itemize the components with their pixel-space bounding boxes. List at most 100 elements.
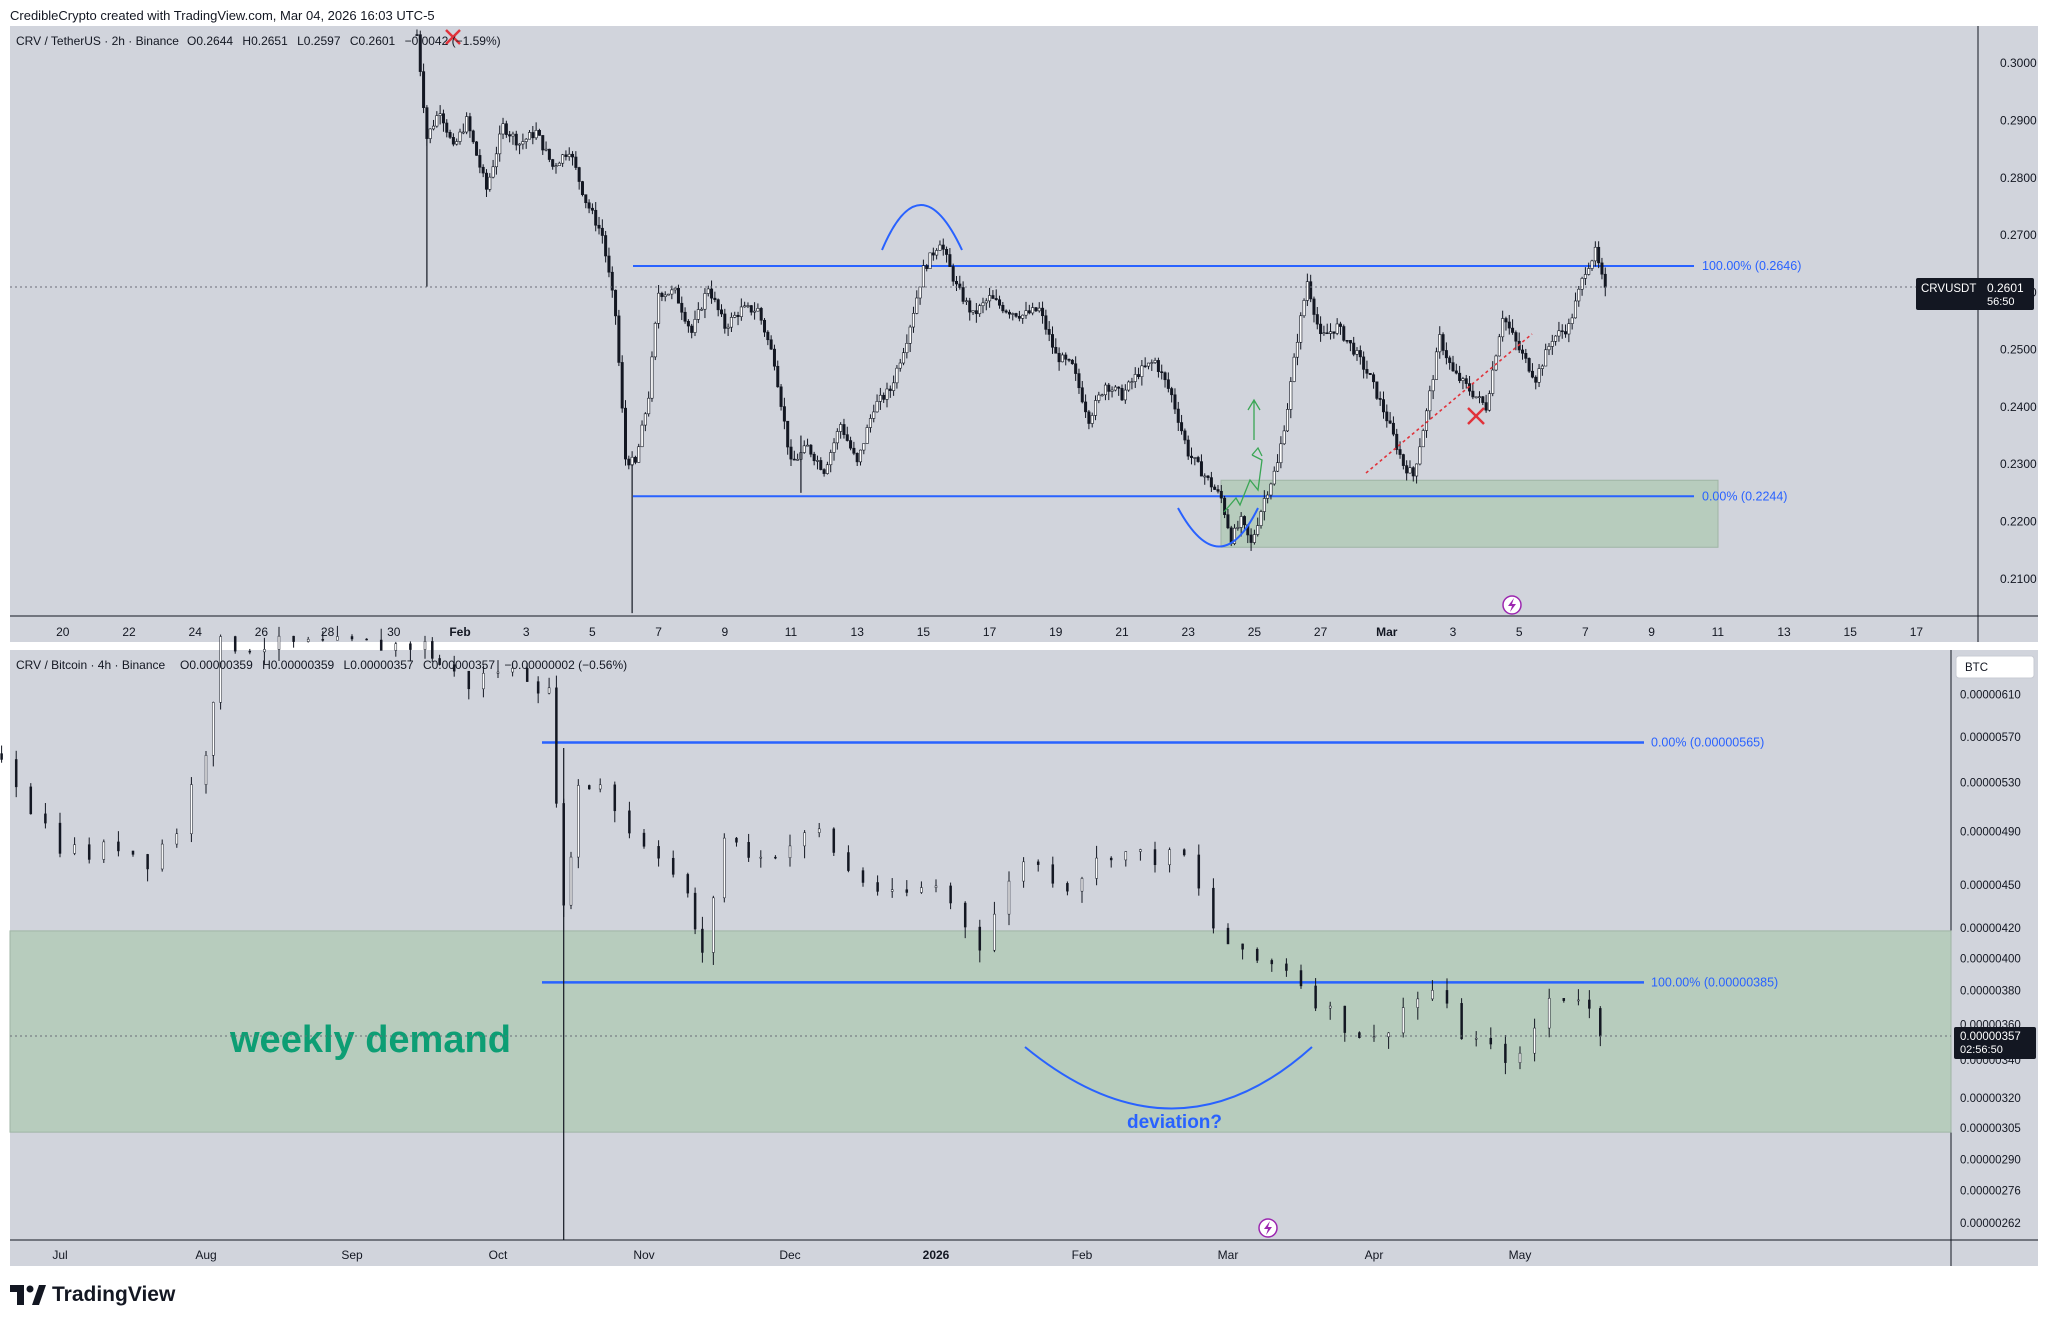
price-candle-body <box>597 224 601 229</box>
price-candle-body <box>455 141 459 145</box>
price-candle-body <box>577 785 580 858</box>
price-candle-body <box>753 310 757 313</box>
price-candle-body <box>908 326 912 344</box>
price-candle-body <box>719 309 723 315</box>
bottom-y-tick-label: 0.00000450 <box>1960 880 2021 892</box>
price-candle-body <box>1226 927 1230 945</box>
price-candle-body <box>671 857 675 875</box>
price-candle-body <box>87 844 91 860</box>
bottom-x-tick-label: 2026 <box>923 1248 950 1262</box>
price-candle-body <box>1133 374 1137 382</box>
price-candle-body <box>160 843 164 870</box>
top-arc-annotation <box>881 204 963 251</box>
price-candle-body <box>1080 387 1084 403</box>
price-candle-body <box>925 265 929 269</box>
price-candle-body <box>991 295 995 299</box>
price-candle-body <box>1168 849 1171 866</box>
price-candle-body <box>723 837 726 899</box>
price-candle-body <box>792 458 796 461</box>
price-candle-body <box>29 786 33 815</box>
bottom-pane[interactable]: 0.00% (0.00000565) 100.00% (0.00000385) 0… <box>0 625 2038 1266</box>
price-candle-body <box>438 113 442 116</box>
price-candle-body <box>1095 857 1098 879</box>
price-candle-body <box>1314 985 1317 1009</box>
bottom-y-tick-label: 0.00000400 <box>1960 953 2021 965</box>
price-candle-body <box>1077 373 1081 389</box>
bottom-currency-badge[interactable]: BTC <box>1955 655 2035 679</box>
price-candle-body <box>1074 363 1078 374</box>
top-countdown: 56:50 <box>1987 296 2015 308</box>
top-last-price: 0.2601 <box>1987 281 2024 295</box>
price-candle-body <box>1004 310 1008 313</box>
top-x-tick-label: 3 <box>523 625 530 639</box>
price-candle-body <box>921 265 925 288</box>
price-candle-body <box>1110 389 1114 392</box>
price-candle-body <box>803 832 806 847</box>
price-candle-body <box>817 828 821 833</box>
price-candle-body <box>1022 861 1025 882</box>
price-candle-body <box>815 460 819 462</box>
price-candle-body <box>1387 1032 1390 1038</box>
price-candle-body <box>1524 352 1528 359</box>
price-candle-body <box>0 753 3 760</box>
price-candle-body <box>676 287 680 304</box>
top-price-scale[interactable] <box>1978 26 2038 616</box>
deviation-arc-annotation <box>1024 1046 1313 1110</box>
top-x-tick-label: 20 <box>56 625 70 639</box>
price-candle-body <box>1368 373 1372 375</box>
price-candle-body <box>1007 880 1011 915</box>
price-candle-body <box>993 913 996 951</box>
price-candle-body <box>680 302 684 313</box>
top-x-tick-label: 28 <box>321 625 335 639</box>
price-candle-body <box>102 841 106 860</box>
price-candle-body <box>1332 331 1336 334</box>
bottom-event-icon[interactable] <box>1258 1218 1278 1238</box>
price-candle-body <box>1444 350 1448 359</box>
top-event-icon[interactable] <box>1502 595 1522 615</box>
price-candle-body <box>1255 948 1259 961</box>
fib-bottom-level-label: 100.00% (0.00000385) <box>1651 975 1778 989</box>
price-candle-body <box>587 202 591 209</box>
bottom-ohlc-readout: O0.00000359 H0.00000359 L0.00000357 C0.0… <box>180 658 627 672</box>
price-candle-body <box>1431 990 1434 1000</box>
price-candle-body <box>1358 350 1362 358</box>
price-candle-body <box>1481 396 1485 403</box>
price-candle-body <box>667 293 671 296</box>
price-candle-body <box>623 407 627 460</box>
price-candle-body <box>643 413 647 426</box>
tradingview-logo[interactable]: TradingView <box>10 1283 175 1307</box>
price-candle-body <box>567 153 571 157</box>
bottom-x-tick-label: Mar <box>1218 1248 1239 1262</box>
bottom-high-value: 0.00000359 <box>271 658 335 672</box>
price-candle-body <box>1163 372 1167 381</box>
top-cross-icon <box>445 29 461 45</box>
price-candle-body <box>1358 1032 1361 1038</box>
price-candle-body <box>1173 394 1177 410</box>
top-x-tick-label: 21 <box>1115 625 1129 639</box>
price-candle-body <box>131 850 135 855</box>
price-candle-body <box>409 643 412 650</box>
bottom-open-value: 0.00000359 <box>189 658 253 672</box>
bottom-time-scale[interactable] <box>10 1240 2038 1266</box>
price-candle-body <box>759 856 763 859</box>
bottom-price-scale[interactable] <box>1951 650 2038 1240</box>
price-candle-body <box>918 286 922 299</box>
top-time-scale[interactable] <box>10 616 2038 642</box>
price-candle-body <box>1180 422 1184 432</box>
price-candle-body <box>978 926 982 951</box>
top-ohlc-readout: O0.2644 H0.2651 L0.2597 C0.2601 −0.0042 … <box>187 34 501 48</box>
price-candle-body <box>1209 477 1213 488</box>
fib-high-level-label: 100.00% (0.2646) <box>1702 259 1801 273</box>
price-candle-body <box>481 166 485 174</box>
price-candle-body <box>1123 389 1127 401</box>
weekly-demand-label: weekly demand <box>229 1019 511 1061</box>
price-candle-body <box>1193 457 1197 459</box>
price-candle-body <box>949 885 952 904</box>
price-candle-body <box>569 856 573 906</box>
top-y-tick-label: 0.2200 <box>2000 514 2037 528</box>
price-candle-body <box>423 641 427 650</box>
top-low-value: 0.2597 <box>304 34 341 48</box>
top-y-tick-label: 0.3000 <box>2000 56 2037 70</box>
top-pane[interactable]: 100.00% (0.2646) 0.00% (0.2244) 0.3000 0.2… <box>10 26 2038 642</box>
